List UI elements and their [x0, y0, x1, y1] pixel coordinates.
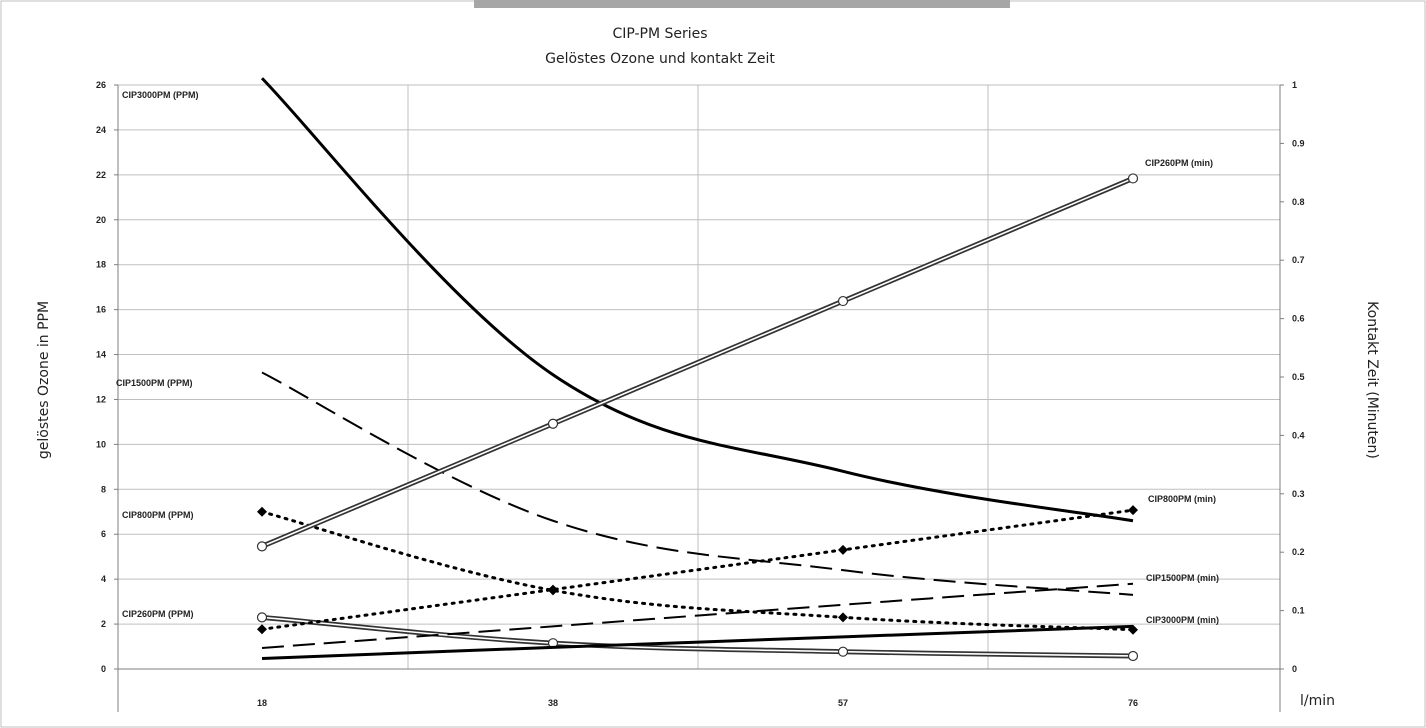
x-tick-label: 57 — [838, 698, 848, 708]
left-tick-label: 4 — [101, 574, 106, 584]
series-labels: CIP3000PM (PPM) CIP1500PM (PPM) CIP800PM (… — [116, 90, 1219, 625]
series-line-inner — [261, 616, 1134, 657]
data-point — [547, 418, 559, 429]
right-tick-label: 0.8 — [1292, 197, 1305, 207]
x-ticks: 18 38 57 76 — [257, 698, 1138, 708]
right-tick-label: 0.2 — [1292, 547, 1305, 557]
data-point — [1127, 173, 1139, 184]
left-tick-label: 20 — [96, 215, 106, 225]
series-label: CIP800PM (PPM) — [122, 510, 194, 520]
series-label: CIP1500PM (PPM) — [116, 378, 193, 388]
series-cip800pm-min — [257, 505, 1138, 635]
data-point — [548, 584, 558, 595]
series-lines — [256, 77, 1139, 662]
left-tick-label: 16 — [96, 305, 106, 315]
top-bar — [474, 0, 1010, 8]
right-tick-label: 0.1 — [1292, 606, 1305, 616]
left-tick-label: 8 — [101, 484, 106, 494]
x-tick-label: 18 — [257, 698, 267, 708]
right-tick-label: 1 — [1292, 80, 1297, 90]
data-point — [837, 646, 849, 657]
left-tick-label: 6 — [101, 529, 106, 539]
x-tick-label: 38 — [548, 698, 558, 708]
series-cip3000pm-min — [261, 624, 1134, 660]
right-tick-label: 0.6 — [1292, 314, 1305, 324]
series-cip1500pm-min — [261, 582, 1134, 649]
left-tick-label: 26 — [96, 80, 106, 90]
series-cip260pm-ppm — [256, 612, 1139, 662]
data-point — [256, 612, 268, 623]
data-point — [837, 295, 849, 307]
data-point — [1128, 505, 1138, 516]
left-tick-label: 18 — [96, 260, 106, 270]
x-axis-unit-label: l/min — [1300, 693, 1335, 709]
data-point — [1127, 650, 1139, 662]
series-label: CIP260PM (PPM) — [122, 609, 194, 619]
right-tick-label: 0.3 — [1292, 489, 1305, 499]
series-cip1500pm-ppm — [261, 371, 1134, 596]
series-cip260pm-min — [256, 173, 1139, 552]
left-axis-title: gelöstes Ozone in PPM — [36, 301, 52, 459]
axes — [117, 85, 1281, 712]
chart-title: CIP-PM Series — [612, 26, 707, 42]
series-label: CIP800PM (min) — [1148, 494, 1216, 504]
right-tick-label: 0.7 — [1292, 255, 1305, 265]
series-line — [261, 624, 1134, 660]
series-label: CIP3000PM (min) — [1146, 615, 1219, 625]
series-label: CIP3000PM (PPM) — [122, 90, 199, 100]
data-point — [838, 612, 848, 623]
right-axis-title: Kontakt Zeit (Minuten) — [1364, 301, 1380, 459]
series-cip3000pm-ppm — [260, 77, 1134, 523]
left-tick-label: 12 — [96, 394, 106, 404]
data-point — [838, 544, 848, 555]
series-line-inner — [261, 177, 1134, 548]
series-line — [260, 508, 1135, 631]
left-tick-label: 24 — [96, 125, 106, 135]
series-line — [261, 371, 1134, 596]
left-tick-label: 22 — [96, 170, 106, 180]
right-tick-label: 0.4 — [1292, 430, 1305, 440]
series-label: CIP1500PM (min) — [1146, 573, 1219, 583]
data-point — [256, 541, 268, 552]
series-line — [260, 510, 1135, 632]
left-tick-label: 14 — [96, 350, 106, 360]
data-point — [257, 506, 267, 517]
right-tick-label: 0.9 — [1292, 138, 1305, 148]
right-tick-label: 0 — [1292, 664, 1297, 674]
chart-subtitle: Gelöstes Ozone und kontakt Zeit — [545, 51, 775, 67]
series-line — [260, 77, 1134, 523]
left-tick-label: 2 — [101, 619, 106, 629]
x-tick-label: 76 — [1128, 698, 1138, 708]
series-label: CIP260PM (min) — [1145, 158, 1213, 168]
right-tick-label: 0.5 — [1292, 372, 1305, 382]
right-ticks: 0 0.1 0.2 0.3 0.4 0.5 0.6 0.7 0.8 0.9 1 — [1280, 80, 1305, 674]
data-point — [257, 624, 267, 635]
series-line — [261, 582, 1134, 649]
left-tick-label: 10 — [96, 439, 106, 449]
left-tick-label: 0 — [101, 664, 106, 674]
